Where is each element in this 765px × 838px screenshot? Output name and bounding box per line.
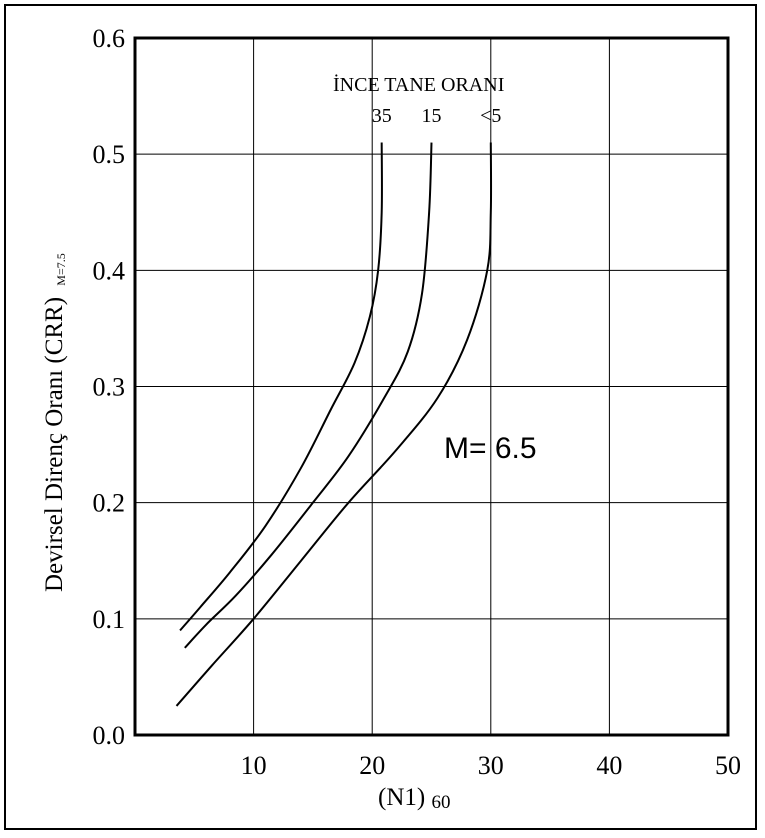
series-lines xyxy=(175,142,493,707)
y-tick-label: 0.2 xyxy=(93,489,126,518)
chart-frame xyxy=(4,4,757,830)
x-axis-label: (N1) 60 xyxy=(378,784,450,813)
fines-content-title: İNCE TANE ORANI xyxy=(333,73,504,96)
x-tick-labels: 10 20 30 40 50 xyxy=(241,751,741,780)
magnitude-label: M= 6.5 xyxy=(444,432,537,465)
plot-border xyxy=(133,36,730,737)
y-tick-label: 0.1 xyxy=(93,605,126,634)
series-line-1 xyxy=(184,142,433,649)
y-tick-label: 0.0 xyxy=(93,721,126,750)
x-tick-label: 20 xyxy=(359,751,385,780)
y-axis-label: Devirsel Direnç Oranı (CRR) M=7.5 xyxy=(41,253,68,592)
y-tick-labels: 0.0 0.1 0.2 0.3 0.4 0.5 0.6 xyxy=(93,24,126,750)
series-label-1: 15 xyxy=(422,105,442,127)
y-tick-label: 0.3 xyxy=(93,373,126,402)
y-tick-label: 0.6 xyxy=(93,24,126,53)
series-line-0 xyxy=(179,142,383,632)
x-tick-label: 50 xyxy=(715,751,741,780)
y-tick-label: 0.4 xyxy=(93,256,126,285)
series-line-2 xyxy=(175,142,493,707)
y-tick-label: 0.5 xyxy=(93,140,126,169)
series-labels: 35 15 <5 xyxy=(372,105,502,127)
x-tick-label: 30 xyxy=(478,751,504,780)
x-axis-label-sub: 60 xyxy=(431,792,450,813)
y-axis-label-sub: M=7.5 xyxy=(54,253,68,285)
series-label-2: <5 xyxy=(480,105,501,127)
y-axis-label-main: Devirsel Direnç Oranı (CRR) xyxy=(41,297,68,592)
series-label-0: 35 xyxy=(372,105,392,127)
x-axis-label-main: (N1) xyxy=(378,784,425,811)
x-tick-label: 40 xyxy=(596,751,622,780)
x-tick-label: 10 xyxy=(241,751,267,780)
